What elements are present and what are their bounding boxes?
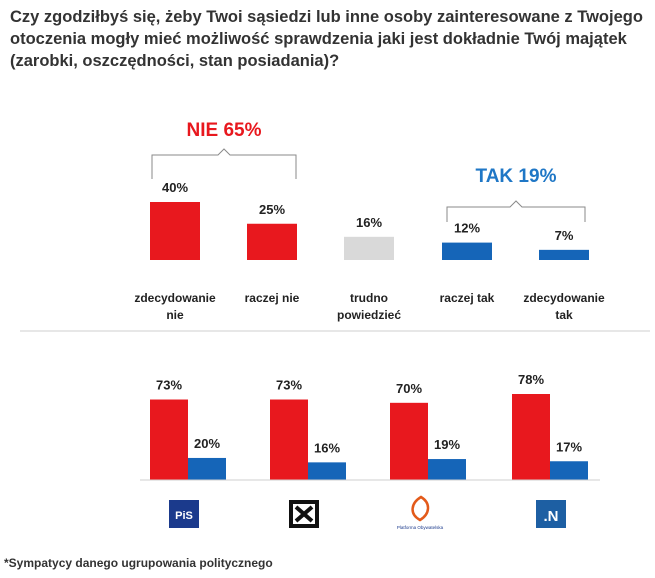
bar-party-0-tak	[188, 457, 226, 480]
category-label-1-0: raczej nie	[245, 291, 300, 305]
group-bracket-0	[151, 148, 297, 179]
bar-overall-1	[247, 223, 297, 260]
nowoczesna-logo-icon	[536, 500, 566, 528]
value-label-party-0-nie: 73%	[156, 378, 182, 393]
value-label-overall-3: 12%	[454, 221, 480, 236]
bar-overall-4	[539, 249, 589, 260]
category-label-4-0: zdecydowanie	[523, 291, 605, 305]
group-label-1: TAK 19%	[476, 166, 557, 187]
group-label-0: NIE 65%	[187, 120, 262, 141]
value-label-party-2-nie: 70%	[396, 381, 422, 396]
value-label-party-0-tak: 20%	[194, 436, 220, 451]
bar-party-3-nie	[512, 394, 550, 480]
footnote: *Sympatycy danego ugrupowania polityczne…	[4, 556, 273, 570]
value-label-overall-2: 16%	[356, 215, 382, 230]
category-label-0-0: zdecydowanie	[134, 291, 216, 305]
category-label-2-0: trudno	[350, 291, 388, 305]
bar-party-0-nie	[150, 399, 188, 480]
value-label-party-3-tak: 17%	[556, 439, 582, 454]
category-label-2-1: powiedzieć	[337, 308, 401, 322]
value-label-overall-1: 25%	[259, 202, 285, 217]
question-line-2: otoczenia mogły mieć możliwość sprawdzen…	[10, 30, 627, 48]
bar-party-2-tak	[428, 459, 466, 480]
nowoczesna-logo-text: .N	[544, 508, 559, 525]
bar-party-1-tak	[308, 462, 346, 480]
value-label-party-1-tak: 16%	[314, 440, 340, 455]
kukiz-logo-x	[294, 505, 314, 523]
value-label-party-1-nie: 73%	[276, 378, 302, 393]
question-title: Czy zgodziłbyś się, żeby Twoi sąsiedzi l…	[10, 6, 650, 72]
value-label-overall-0: 40%	[162, 180, 188, 195]
po-logo-icon	[411, 495, 430, 522]
group-bracket-1	[446, 200, 586, 222]
bar-party-2-nie	[390, 402, 428, 480]
category-label-4-1: tak	[555, 308, 573, 322]
pis-logo-text: PiS	[175, 510, 193, 522]
pis-logo-icon	[169, 500, 199, 528]
question-line-3: (zarobki, oszczędności, stan posiadania)…	[10, 52, 340, 70]
value-label-overall-4: 7%	[555, 228, 574, 243]
bar-overall-0	[150, 202, 200, 260]
bar-party-3-tak	[550, 461, 588, 480]
value-label-party-2-tak: 19%	[434, 437, 460, 452]
category-label-0-1: nie	[166, 308, 184, 322]
bar-overall-3	[442, 242, 492, 260]
question-line-1: Czy zgodziłbyś się, żeby Twoi sąsiedzi l…	[10, 8, 643, 26]
bar-party-1-nie	[270, 399, 308, 480]
po-logo-text: Platforma Obywatelska	[397, 525, 444, 530]
bar-overall-2	[344, 236, 394, 260]
value-label-party-3-nie: 78%	[518, 372, 544, 387]
category-label-3-0: raczej tak	[440, 291, 495, 305]
